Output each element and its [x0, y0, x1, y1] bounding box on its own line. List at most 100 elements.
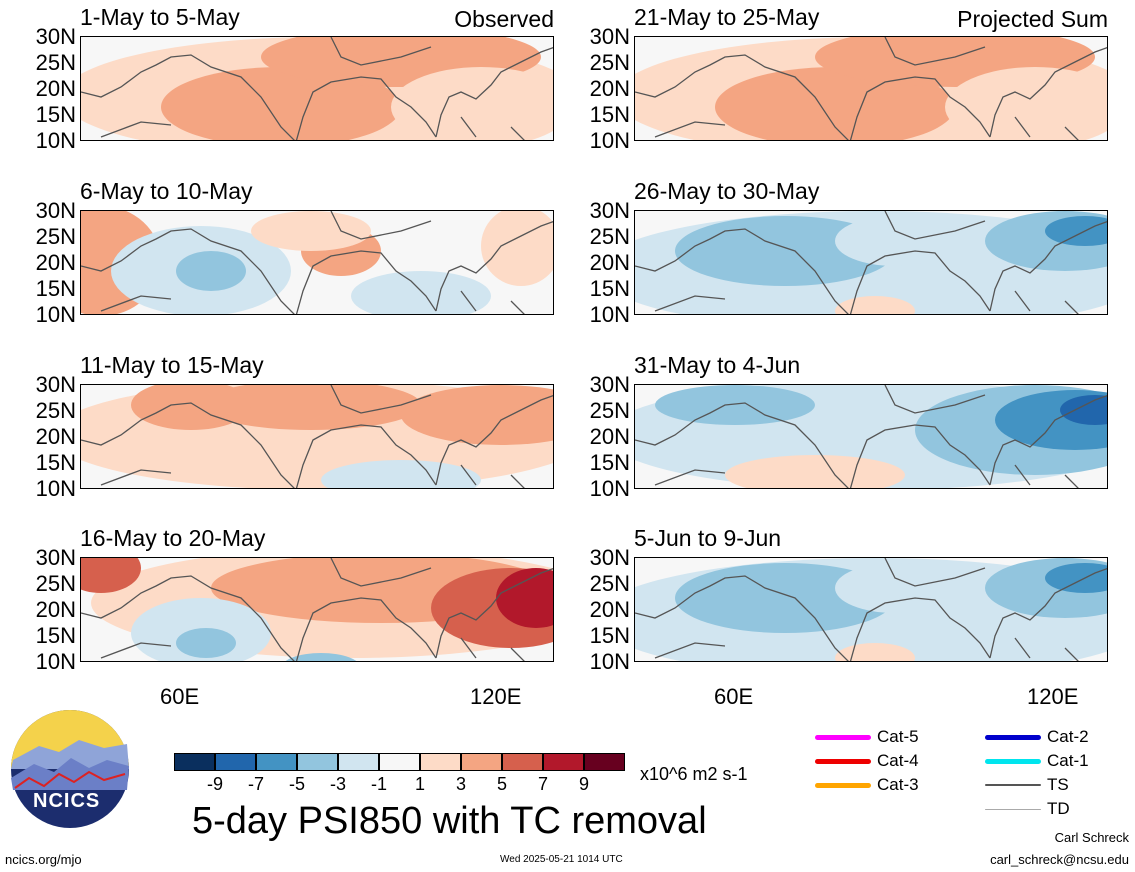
legend-label: Cat-1 [1047, 751, 1089, 770]
colorbar-swatch [461, 753, 502, 771]
anomaly-map [80, 210, 554, 315]
legend-label: Cat-4 [877, 751, 919, 770]
panel-title: 21-May to 25-May [634, 4, 820, 30]
latitude-label: 15N [589, 623, 630, 648]
legend-item: Cat-2 [985, 727, 1089, 747]
latitude-label: 20N [589, 424, 630, 449]
logo-text: NCICS [33, 790, 101, 812]
latitude-label: 30N [35, 545, 76, 570]
legend-label: Cat-5 [877, 727, 919, 746]
latitude-label: 25N [589, 571, 630, 596]
anomaly-contour [1045, 563, 1107, 593]
latitude-label: 25N [589, 50, 630, 75]
anomaly-contour [835, 563, 955, 613]
legend-item: Cat-4 [815, 751, 919, 771]
latitude-label: 30N [589, 545, 630, 570]
latitude-label: 30N [589, 198, 630, 223]
latitude-label: 20N [35, 424, 76, 449]
legend-line [985, 784, 1041, 786]
legend-line [985, 758, 1041, 764]
legend-line [815, 758, 871, 764]
panel-tag: Projected Sum [957, 6, 1108, 32]
map-canvas [635, 37, 1107, 140]
anomaly-contour [176, 251, 246, 291]
legend-item: Cat-5 [815, 727, 919, 747]
legend-label: Cat-3 [877, 775, 919, 794]
colorbar-swatch [584, 753, 625, 771]
anomaly-contour [1045, 216, 1107, 246]
anomaly-contour [321, 460, 481, 488]
latitude-label: 25N [589, 398, 630, 423]
legend-item: TS [985, 775, 1069, 795]
anomaly-contour [201, 385, 421, 430]
footer-email: carl_schreck@ncsu.edu [990, 852, 1129, 867]
latitude-label: 10N [35, 128, 76, 153]
colorbar-label: -1 [370, 774, 387, 794]
latitude-label: 20N [35, 597, 76, 622]
anomaly-contour [835, 216, 955, 266]
anomaly-contour [401, 385, 553, 445]
map-canvas [81, 211, 553, 314]
colorbar-swatch [174, 753, 215, 771]
latitude-label: 20N [589, 597, 630, 622]
latitude-label: 10N [35, 476, 76, 501]
longitude-label: 60E [160, 684, 200, 709]
latitude-label: 20N [589, 76, 630, 101]
map-canvas [635, 385, 1107, 488]
colorbar-label: 3 [455, 774, 466, 794]
colorbar-swatch [502, 753, 543, 771]
latitude-label: 15N [35, 450, 76, 475]
colorbar-swatch [543, 753, 584, 771]
map-canvas [81, 37, 553, 140]
latitude-label: 10N [35, 302, 76, 327]
panel-title: 6-May to 10-May [80, 178, 253, 204]
latitude-label: 10N [589, 649, 630, 674]
anomaly-map [634, 36, 1108, 141]
legend-line [985, 808, 1041, 810]
anomaly-contour [176, 628, 236, 658]
footer-url: ncics.org/mjo [5, 852, 82, 867]
colorbar-label: 7 [537, 774, 548, 794]
colorbar-swatch [215, 753, 256, 771]
colorbar-label: -3 [329, 774, 346, 794]
colorbar-label: -7 [247, 774, 264, 794]
latitude-label: 25N [35, 398, 76, 423]
legend-item: Cat-3 [815, 775, 919, 795]
anomaly-contour [391, 67, 553, 140]
latitude-label: 20N [589, 250, 630, 275]
latitude-label: 15N [589, 450, 630, 475]
latitude-label: 30N [35, 198, 76, 223]
legend-line [815, 734, 871, 740]
panel-title: 31-May to 4-Jun [634, 352, 801, 378]
anomaly-map [634, 384, 1108, 489]
longitude-label: 120E [470, 684, 522, 709]
latitude-label: 25N [35, 224, 76, 249]
colorbar-label: 5 [496, 774, 507, 794]
ncics-logo [11, 710, 129, 828]
colorbar-label: -5 [288, 774, 305, 794]
longitude-label: 60E [714, 684, 754, 709]
anomaly-contour [715, 67, 955, 140]
legend-line [985, 734, 1041, 740]
colorbar-swatch [256, 753, 297, 771]
panel-title: 1-May to 5-May [80, 4, 240, 30]
colorbar-swatch [420, 753, 461, 771]
legend-item: Cat-1 [985, 751, 1089, 771]
panel-title: 26-May to 30-May [634, 178, 820, 204]
legend-label: TS [1047, 775, 1069, 794]
latitude-label: 25N [35, 571, 76, 596]
colorbar-swatch [297, 753, 338, 771]
legend-label: TD [1047, 799, 1070, 818]
panel-tag: Observed [454, 6, 554, 32]
colorbar-swatch [379, 753, 420, 771]
latitude-label: 15N [589, 102, 630, 127]
anomaly-contour [351, 271, 491, 314]
legend-line [815, 782, 871, 788]
anomaly-map [80, 557, 554, 662]
map-canvas [635, 211, 1107, 314]
latitude-label: 10N [589, 128, 630, 153]
panel-title: 11-May to 15-May [80, 352, 264, 378]
latitude-label: 10N [589, 476, 630, 501]
panel-title: 16-May to 20-May [80, 525, 266, 551]
anomaly-contour [161, 67, 401, 140]
